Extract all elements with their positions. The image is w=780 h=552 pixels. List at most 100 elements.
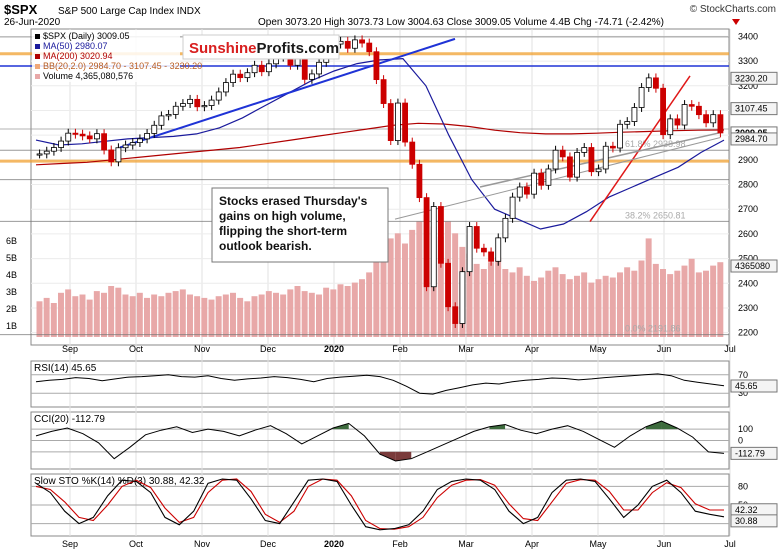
- cci-fill-up: [489, 424, 506, 430]
- price-candle: [559, 149, 566, 158]
- volume-bar: [316, 294, 322, 337]
- volume-bar: [308, 292, 315, 337]
- volume-bar: [394, 233, 401, 337]
- annotation-line-3: flipping the short-term: [219, 224, 347, 238]
- price-candle: [380, 79, 387, 104]
- close-label: Close: [447, 17, 473, 28]
- volume-bar: [695, 272, 702, 337]
- price-candle: [638, 87, 645, 108]
- price-candle: [65, 132, 72, 142]
- rsi-panel: [30, 360, 730, 408]
- price-candle: [660, 87, 666, 136]
- price-candle: [631, 107, 638, 122]
- price-candle: [717, 114, 724, 134]
- legend-volume: Volume 4,365,080,576: [43, 71, 133, 81]
- volume-bar: [144, 297, 150, 337]
- price-candle: [688, 104, 695, 107]
- chart-symbol: $SPX: [4, 2, 38, 17]
- price-candle: [43, 150, 50, 155]
- volume-bar: [488, 262, 494, 337]
- price-candle: [481, 247, 487, 253]
- price-candle: [230, 73, 236, 83]
- axes: Sep Sep Oct Oct Nov Nov Dec Dec 2020 2020 Feb Feb Ma…: [6, 31, 778, 549]
- volume-bar: [531, 280, 537, 337]
- chg-label: Chg: [573, 17, 591, 28]
- volume-bar: [588, 282, 595, 337]
- price-candle: [538, 172, 545, 186]
- volume-bar: [136, 292, 143, 337]
- volume-bar: [287, 289, 294, 337]
- legend-spx: $SPX (Daily) 3009.05: [43, 31, 130, 41]
- volume-bar: [294, 286, 301, 337]
- cci-tick-label: 100: [738, 424, 753, 434]
- price-candle: [574, 152, 580, 178]
- volume-bar: [516, 267, 523, 337]
- price-tag: 3230.20: [735, 73, 768, 83]
- annotation-pointer: [394, 137, 721, 220]
- volume-bar: [273, 292, 279, 337]
- x-tick-label: Mar: [458, 344, 474, 354]
- volume-bar: [323, 287, 330, 337]
- price-candle: [602, 145, 609, 170]
- annotation-line-2: gains on high volume,: [219, 209, 346, 223]
- price-tag-box: [730, 132, 778, 146]
- sto-k-line: [35, 478, 725, 531]
- volume-bar: [72, 296, 79, 337]
- price-candle: [352, 39, 358, 49]
- volume-bar: [351, 282, 358, 337]
- trendline-blue: [119, 37, 456, 149]
- close-value: 3009.05: [475, 17, 512, 28]
- price-candle: [194, 98, 201, 108]
- low-label: Low: [386, 17, 405, 28]
- y-tick-label: 3200: [738, 81, 758, 91]
- volume-bar: [330, 289, 337, 337]
- volume-bar: [280, 294, 287, 337]
- cci-label: CCI(20) -112.79: [34, 414, 105, 425]
- stockcharts-brand[interactable]: © StockCharts.com: [690, 4, 776, 15]
- price-candle: [316, 61, 322, 75]
- price-candle: [452, 306, 459, 324]
- sto-tick-label: 80: [738, 481, 748, 491]
- price-candle: [215, 91, 222, 101]
- price-candle: [438, 206, 444, 264]
- price-candle: [244, 72, 251, 79]
- volume-bar: [366, 272, 373, 337]
- x-tick-label: Jul: [724, 344, 736, 354]
- price-candle: [674, 118, 681, 126]
- price-candle: [344, 40, 351, 49]
- volume-bar: [466, 253, 473, 337]
- volume-bar: [638, 260, 645, 337]
- legend-swatch-ma50: [35, 44, 40, 49]
- volume-bar: [373, 260, 380, 337]
- price-candle: [610, 145, 616, 149]
- price-candle: [531, 172, 537, 195]
- price-candle: [681, 104, 688, 126]
- volume-bar: [559, 274, 566, 337]
- volume-bar: [631, 270, 638, 337]
- price-candle: [86, 135, 93, 140]
- volume-bar: [36, 301, 43, 337]
- rsi-tick-label: 30: [738, 388, 748, 398]
- x-tick-label: Oct: [129, 344, 144, 354]
- legend-swatch-volume: [35, 74, 40, 79]
- y-tick-label: 3300: [738, 56, 758, 66]
- sto-label: Slow STO %K(14) %D(3) 30.88, 42.32: [34, 476, 205, 487]
- price-panel: [30, 28, 730, 346]
- volume-bar: [101, 292, 107, 337]
- x-tick-label-bottom: Sep: [62, 539, 78, 549]
- volume-bar: [237, 297, 244, 337]
- y-tick-label: 2900: [738, 155, 758, 165]
- volume-bar: [645, 238, 652, 337]
- price-tag-box: [730, 71, 778, 85]
- price-series: [36, 35, 724, 328]
- price-candle: [502, 217, 509, 239]
- volume-tick-label: 4B: [6, 270, 17, 280]
- volume-bar: [93, 291, 100, 337]
- volume-bar: [265, 291, 272, 337]
- sto-d-tag: 42.32: [735, 505, 758, 515]
- price-candle: [416, 163, 423, 199]
- legend-ma50: MA(50) 2980.07: [43, 41, 108, 51]
- sto-k-tag-box: [730, 514, 778, 528]
- trendline-gray: [479, 131, 721, 188]
- price-candle: [581, 147, 588, 153]
